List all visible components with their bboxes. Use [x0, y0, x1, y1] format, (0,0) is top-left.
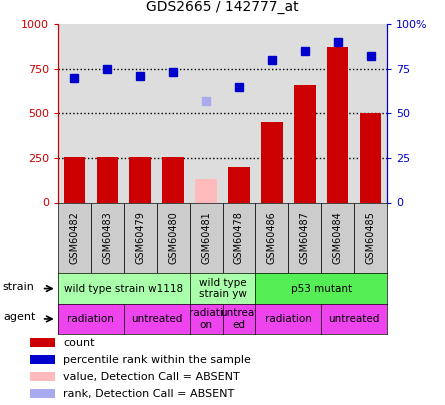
Text: untreat
ed: untreat ed — [220, 308, 258, 330]
Text: strain: strain — [3, 282, 35, 292]
FancyBboxPatch shape — [321, 202, 354, 273]
Text: GSM60480: GSM60480 — [168, 211, 178, 264]
Text: GSM60483: GSM60483 — [102, 211, 112, 264]
Bar — [261, 122, 283, 202]
Text: radiation: radiation — [265, 314, 312, 324]
Bar — [30, 339, 55, 347]
FancyBboxPatch shape — [91, 202, 124, 273]
Bar — [327, 47, 348, 202]
Text: agent: agent — [3, 312, 35, 322]
Bar — [64, 157, 85, 202]
Text: wild type strain w1118: wild type strain w1118 — [64, 284, 183, 294]
Bar — [195, 179, 217, 202]
Text: GSM60486: GSM60486 — [267, 211, 277, 264]
FancyBboxPatch shape — [288, 202, 321, 273]
Bar — [97, 157, 118, 202]
Text: untreated: untreated — [328, 314, 380, 324]
FancyBboxPatch shape — [157, 202, 190, 273]
Bar — [228, 167, 250, 202]
Text: GSM60485: GSM60485 — [366, 211, 376, 264]
Text: value, Detection Call = ABSENT: value, Detection Call = ABSENT — [63, 372, 240, 382]
Text: GSM60481: GSM60481 — [201, 211, 211, 264]
Bar — [360, 113, 381, 202]
Bar — [162, 157, 184, 202]
Bar — [294, 85, 316, 202]
Text: untreated: untreated — [131, 314, 182, 324]
Text: radiati
on: radiati on — [189, 308, 223, 330]
Text: GSM60487: GSM60487 — [300, 211, 310, 264]
FancyBboxPatch shape — [222, 202, 255, 273]
Text: GDS2665 / 142777_at: GDS2665 / 142777_at — [146, 0, 299, 14]
Text: p53 mutant: p53 mutant — [291, 284, 352, 294]
Text: radiation: radiation — [67, 314, 114, 324]
Text: GSM60479: GSM60479 — [135, 211, 145, 264]
Text: count: count — [63, 338, 95, 347]
FancyBboxPatch shape — [255, 202, 288, 273]
Text: percentile rank within the sample: percentile rank within the sample — [63, 355, 251, 364]
Bar — [129, 157, 151, 202]
Bar — [30, 390, 55, 398]
Bar — [30, 373, 55, 381]
FancyBboxPatch shape — [58, 202, 91, 273]
Text: GSM60478: GSM60478 — [234, 211, 244, 264]
FancyBboxPatch shape — [354, 202, 387, 273]
Text: GSM60484: GSM60484 — [333, 211, 343, 264]
Text: GSM60482: GSM60482 — [69, 211, 79, 264]
Text: rank, Detection Call = ABSENT: rank, Detection Call = ABSENT — [63, 389, 235, 399]
FancyBboxPatch shape — [190, 202, 222, 273]
FancyBboxPatch shape — [124, 202, 157, 273]
Text: wild type
strain yw: wild type strain yw — [198, 278, 247, 299]
Bar — [30, 356, 55, 364]
